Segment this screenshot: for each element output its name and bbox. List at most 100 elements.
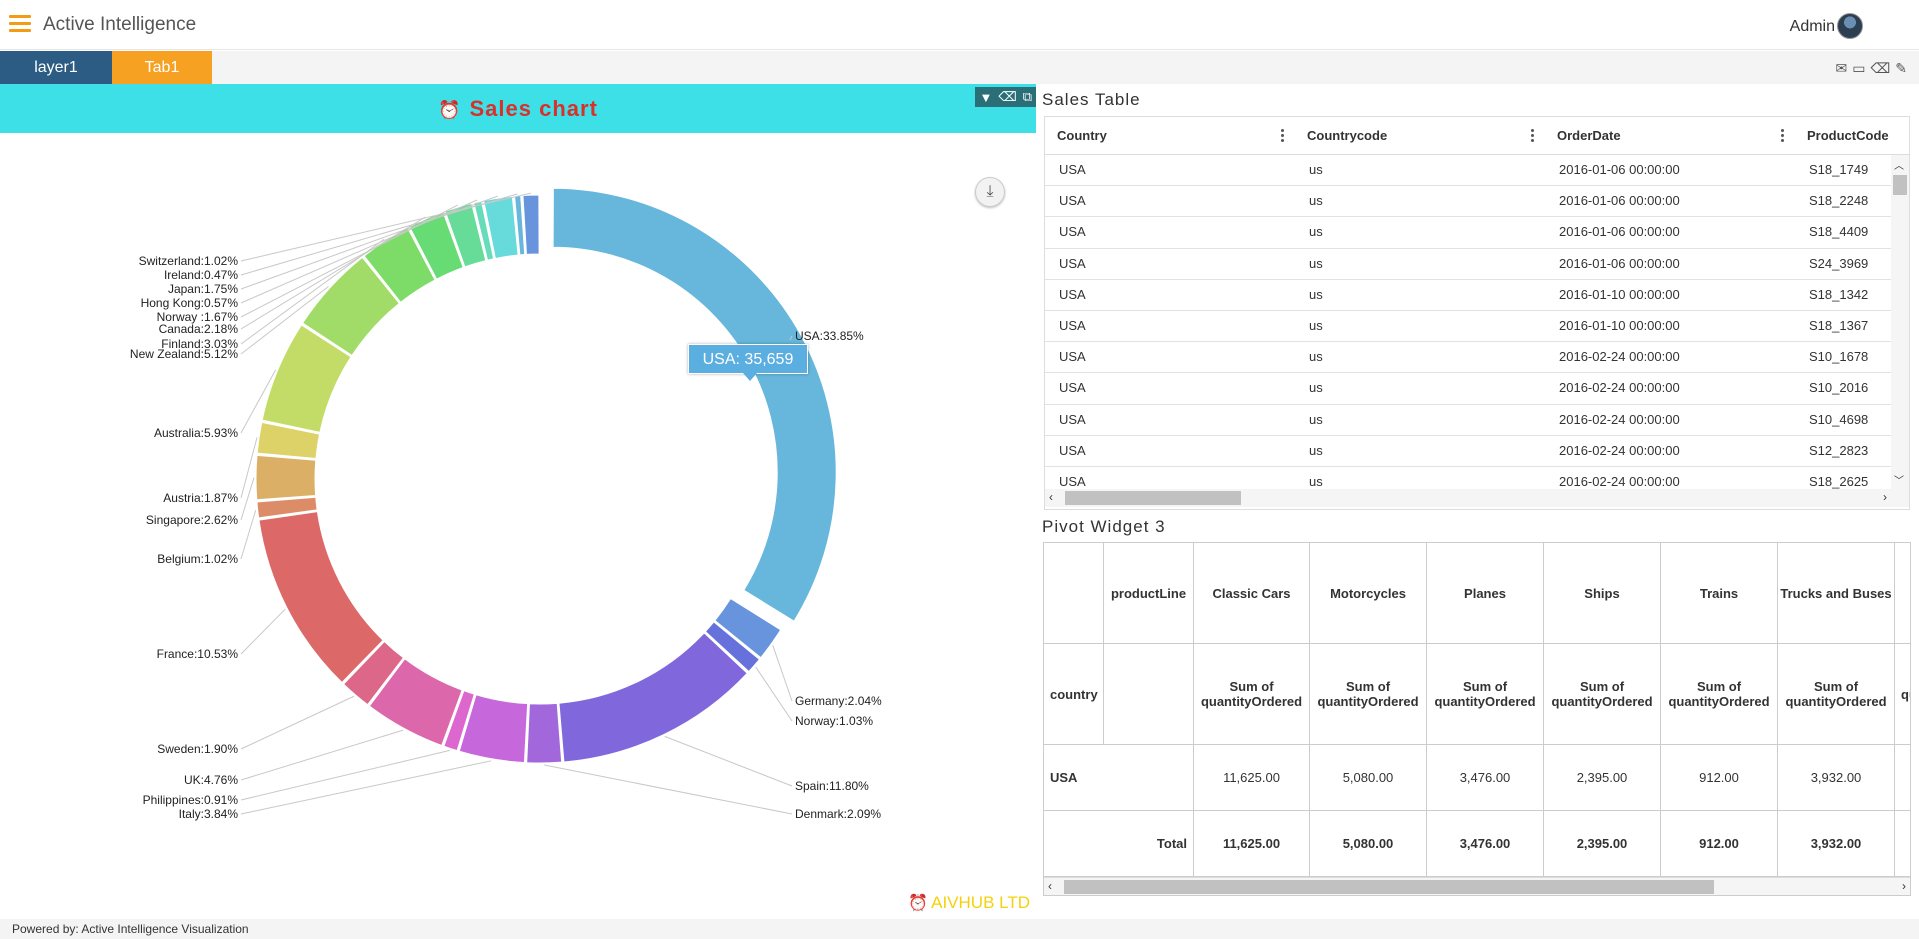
comment-icon[interactable]: ▭: [1852, 60, 1866, 76]
scroll-left-icon[interactable]: ‹: [1048, 879, 1052, 893]
donut-slice-uk[interactable]: [368, 658, 463, 747]
table-cell: us: [1309, 380, 1323, 396]
scroll-thumb[interactable]: [1064, 880, 1714, 894]
table-cell: USA: [1059, 317, 1086, 333]
table-cell: USA: [1059, 349, 1086, 365]
expand-icon[interactable]: ⧉: [1022, 89, 1032, 104]
pivot-measure-header: Sum of quantityOrdered: [1661, 644, 1778, 745]
donut-slice-canada[interactable]: [408, 211, 464, 280]
column-menu-icon[interactable]: [1531, 129, 1535, 143]
donut-slice-usa[interactable]: [552, 187, 837, 622]
scroll-thumb[interactable]: [1893, 175, 1907, 195]
column-menu-icon[interactable]: [1781, 129, 1785, 143]
slice-label: Italy:3.84%: [179, 807, 239, 821]
label-leader-line: [240, 608, 286, 655]
donut-slice-norway[interactable]: [444, 202, 487, 268]
table-row[interactable]: USA us 2016-02-24 00:00:00 S18_2625: [1045, 467, 1893, 489]
tab-tab1[interactable]: Tab1: [112, 51, 212, 84]
scroll-left-icon[interactable]: ‹: [1049, 490, 1053, 504]
pivot-row-label: USA: [1044, 745, 1194, 811]
table-row[interactable]: USA us 2016-02-24 00:00:00 S12_2823: [1045, 436, 1893, 467]
pivot-blank: [1104, 644, 1194, 745]
horizontal-scrollbar[interactable]: ‹ ›: [1044, 877, 1910, 895]
donut-slice-belgium[interactable]: [256, 496, 318, 519]
table-cell: S24_3969: [1809, 255, 1869, 271]
slice-label: Switzerland:1.02%: [139, 254, 239, 268]
label-leader-line: [240, 729, 404, 781]
slice-label: Singapore:2.62%: [146, 513, 238, 527]
donut-slice-france[interactable]: [258, 511, 384, 684]
footer: Powered by: Active Intelligence Visualiz…: [0, 919, 1919, 939]
column-menu-icon[interactable]: [1281, 129, 1285, 143]
donut-slice-hong-kong[interactable]: [473, 200, 495, 261]
donut-slice-spain[interactable]: [558, 632, 748, 763]
pivot-measure-header: Sum of quantityOrdered: [1544, 644, 1661, 745]
table-cell: USA: [1059, 380, 1086, 396]
column-header[interactable]: OrderDate: [1557, 128, 1621, 143]
donut-slice-denmark[interactable]: [526, 702, 563, 764]
table-row[interactable]: USA us 2016-01-06 00:00:00 S24_3969: [1045, 249, 1893, 280]
donut-slice-philippines[interactable]: [443, 690, 475, 752]
table-row[interactable]: USA us 2016-02-24 00:00:00 S10_4698: [1045, 405, 1893, 436]
slice-label: Hong Kong:0.57%: [141, 296, 239, 310]
scroll-right-icon[interactable]: ›: [1883, 490, 1887, 504]
table-cell: 2016-02-24 00:00:00: [1559, 411, 1680, 427]
table-cell: 2016-01-06 00:00:00: [1559, 162, 1680, 177]
column-header[interactable]: ProductCode: [1807, 128, 1889, 143]
label-leader-line: [240, 749, 450, 801]
table-cell: S12_2823: [1809, 442, 1869, 458]
vertical-scrollbar[interactable]: ︿ ﹀: [1891, 155, 1909, 489]
pivot-table: productLine Classic Cars Motorcycles Planes…: [1043, 542, 1911, 896]
tab-layer1[interactable]: layer1: [0, 51, 112, 84]
filter-icon[interactable]: ▼: [979, 89, 993, 105]
mail-icon[interactable]: ✉: [1835, 60, 1848, 76]
slice-label: USA:33.85%: [795, 329, 864, 343]
top-bar: Active Intelligence Admin: [0, 0, 1919, 50]
user-name[interactable]: Admin: [1789, 18, 1835, 35]
table-row[interactable]: USA us 2016-01-06 00:00:00 S18_2248: [1045, 186, 1893, 218]
table-row[interactable]: USA us 2016-01-06 00:00:00 S18_1749: [1045, 155, 1893, 187]
pivot-value: 11,625.00: [1194, 745, 1310, 811]
download-button[interactable]: ⤓: [975, 177, 1005, 207]
scroll-right-icon[interactable]: ›: [1902, 879, 1906, 893]
edit-icon[interactable]: ✎: [1895, 60, 1907, 76]
donut-slice-sweden[interactable]: [342, 640, 405, 706]
donut-slice-australia[interactable]: [261, 324, 352, 433]
eraser-icon[interactable]: ⌫: [1870, 60, 1891, 76]
pivot-total-value: 2,395.00: [1544, 811, 1661, 877]
slice-label: Finland:3.03%: [161, 337, 238, 351]
scroll-thumb[interactable]: [1065, 491, 1241, 505]
donut-slice-germany[interactable]: [714, 597, 782, 659]
avatar[interactable]: [1837, 13, 1863, 39]
horizontal-scrollbar[interactable]: ‹ ›: [1045, 489, 1909, 507]
table-row[interactable]: USA us 2016-02-24 00:00:00 S10_1678: [1045, 342, 1893, 374]
donut-slice-new-zealand[interactable]: [301, 256, 400, 357]
pivot-value: 3,932.00: [1778, 745, 1895, 811]
table-row[interactable]: USA us 2016-01-10 00:00:00 S18_1367: [1045, 311, 1893, 343]
donut-slice-norway[interactable]: [704, 621, 761, 673]
table-row[interactable]: USA us 2016-02-24 00:00:00 S10_2016: [1045, 373, 1893, 405]
pivot-column-header: Motorcycles: [1310, 543, 1427, 644]
pivot-total-value: 3,932.00: [1778, 811, 1895, 877]
eraser-icon[interactable]: ⌫: [998, 89, 1017, 104]
table-cell: 2016-02-24 00:00:00: [1559, 473, 1680, 489]
table-cell: S10_4698: [1809, 411, 1869, 427]
column-header[interactable]: Countrycode: [1307, 128, 1388, 143]
menu-icon[interactable]: [9, 15, 31, 33]
table-cell: USA: [1059, 286, 1086, 302]
scroll-down-icon[interactable]: ﹀: [1894, 476, 1904, 487]
column-header[interactable]: Country: [1057, 128, 1107, 143]
scroll-up-icon[interactable]: ︿: [1894, 161, 1904, 172]
label-leader-line: [240, 760, 492, 815]
donut-slice-switzerland[interactable]: [522, 194, 540, 255]
donut-slice-japan[interactable]: [483, 195, 519, 260]
table-cell: S18_1367: [1809, 317, 1869, 333]
donut-slice-austria[interactable]: [256, 421, 321, 460]
table-row[interactable]: USA us 2016-01-10 00:00:00 S18_1342: [1045, 280, 1893, 311]
table-row[interactable]: USA us 2016-01-06 00:00:00 S18_4409: [1045, 217, 1893, 249]
donut-slice-italy[interactable]: [458, 694, 529, 764]
slice-label: Germany:2.04%: [795, 694, 882, 708]
chart-header: ⏰ Sales chart ▼ ⌫ ⧉: [0, 84, 1036, 133]
donut-slice-singapore[interactable]: [255, 454, 317, 501]
slice-label: Spain:11.80%: [795, 779, 869, 793]
